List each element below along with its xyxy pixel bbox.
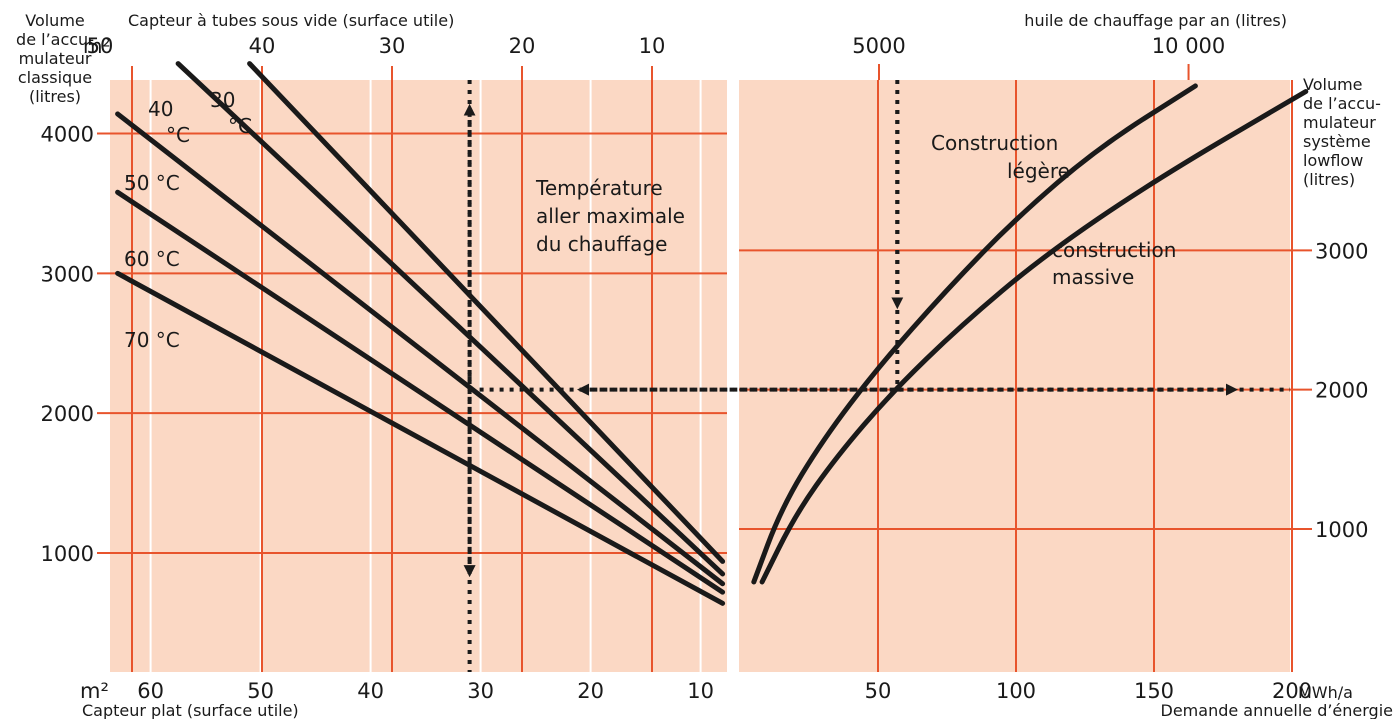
left-top-axis-label: Capteur à tubes sous vide (surface utile… xyxy=(128,11,454,30)
temperature-line-1 xyxy=(247,61,726,564)
right-y-axis-label-line-2: de l’accu- xyxy=(1303,94,1381,113)
temperature-annotation-line-1: Température xyxy=(535,176,663,200)
series-label-massive-line-1: construction xyxy=(1052,238,1176,262)
temperature-label-2-value: 40 xyxy=(148,97,173,121)
temperature-label-1-unit: °C xyxy=(228,114,252,138)
left-bottom-tick-label-10: 10 xyxy=(687,679,714,703)
right-bottom-tick-label-50: 50 xyxy=(865,679,892,703)
series-label-light-line-2: légère xyxy=(1007,159,1070,183)
left-y-tick-label-1000: 1000 xyxy=(41,542,94,566)
right-bottom-unit: MWh/a xyxy=(1298,683,1353,702)
right-bottom-tick-label-200: 200 xyxy=(1272,679,1312,703)
right-y-axis-label-line-5: lowflow xyxy=(1303,151,1363,170)
temperature-annotation-line-3: du chauffage xyxy=(536,232,667,256)
right-y-axis-label-line-6: (litres) xyxy=(1303,170,1355,189)
temperature-label-5: 70 °C xyxy=(124,328,180,352)
left-bottom-tick-label-30: 30 xyxy=(467,679,494,703)
construction-curve-2 xyxy=(759,89,1309,585)
right-top-tick-label-5000: 5000 xyxy=(852,34,905,58)
right-y-tick-label-1000: 1000 xyxy=(1315,518,1368,542)
left-top-tick-label-50: 50 xyxy=(87,34,114,58)
left-y-axis-label-line-4: classique xyxy=(18,68,92,87)
left-bottom-axis-label: Capteur plat (surface utile) xyxy=(82,701,299,719)
left-bottom-tick-label-20: 20 xyxy=(577,679,604,703)
right-bottom-tick-label-100: 100 xyxy=(996,679,1036,703)
left-y-tick-label-2000: 2000 xyxy=(41,402,94,426)
temperature-line-2 xyxy=(175,61,726,577)
right-y-tick-label-2000: 2000 xyxy=(1315,379,1368,403)
left-y-tick-label-4000: 4000 xyxy=(41,123,94,147)
right-panel-background xyxy=(739,80,1290,672)
temperature-line-3 xyxy=(115,111,726,587)
left-top-unit: m² xyxy=(83,34,111,58)
left-top-tick-label-10: 10 xyxy=(639,34,666,58)
right-bottom-axis-label: Demande annuelle d’énergie xyxy=(1161,701,1393,719)
left-y-axis-label-line-3: mulateur xyxy=(19,49,92,68)
construction-curve-1 xyxy=(751,83,1198,585)
temperature-label-2-unit: °C xyxy=(166,123,190,147)
right-y-axis-label-line-1: Volume xyxy=(1303,75,1363,94)
left-top-tick-label-20: 20 xyxy=(509,34,536,58)
right-bottom-tick-label-150: 150 xyxy=(1134,679,1174,703)
left-y-axis-label-line-1: Volume xyxy=(25,11,85,30)
left-y-axis-label-line-5: (litres) xyxy=(29,87,81,106)
left-y-axis-label-line-2: de l’accu- xyxy=(16,30,94,49)
left-bottom-unit: m² xyxy=(80,679,109,703)
right-y-axis-label-line-4: système xyxy=(1303,132,1371,151)
series-label-light-line-1: Construction xyxy=(931,131,1058,155)
left-top-tick-label-30: 30 xyxy=(379,34,406,58)
temperature-label-1-value: 30 xyxy=(210,88,235,112)
left-bottom-tick-label-60: 60 xyxy=(137,679,164,703)
right-top-tick-label-10000: 10 000 xyxy=(1152,34,1225,58)
left-panel-background xyxy=(110,80,727,672)
temperature-line-5 xyxy=(115,270,726,606)
temperature-annotation-line-2: aller maximale xyxy=(536,204,685,228)
left-bottom-tick-label-40: 40 xyxy=(357,679,384,703)
left-y-tick-label-3000: 3000 xyxy=(41,262,94,286)
right-y-tick-label-3000: 3000 xyxy=(1315,239,1368,263)
temperature-label-4: 60 °C xyxy=(124,247,180,271)
left-top-tick-label-40: 40 xyxy=(249,34,276,58)
left-bottom-tick-label-50: 50 xyxy=(247,679,274,703)
temperature-line-4 xyxy=(115,189,726,595)
temperature-label-3: 50 °C xyxy=(124,171,180,195)
series-label-massive-line-2: massive xyxy=(1052,265,1134,289)
right-y-axis-label-line-3: mulateur xyxy=(1303,113,1376,132)
right-top-axis-label: huile de chauffage par an (litres) xyxy=(1024,11,1287,30)
